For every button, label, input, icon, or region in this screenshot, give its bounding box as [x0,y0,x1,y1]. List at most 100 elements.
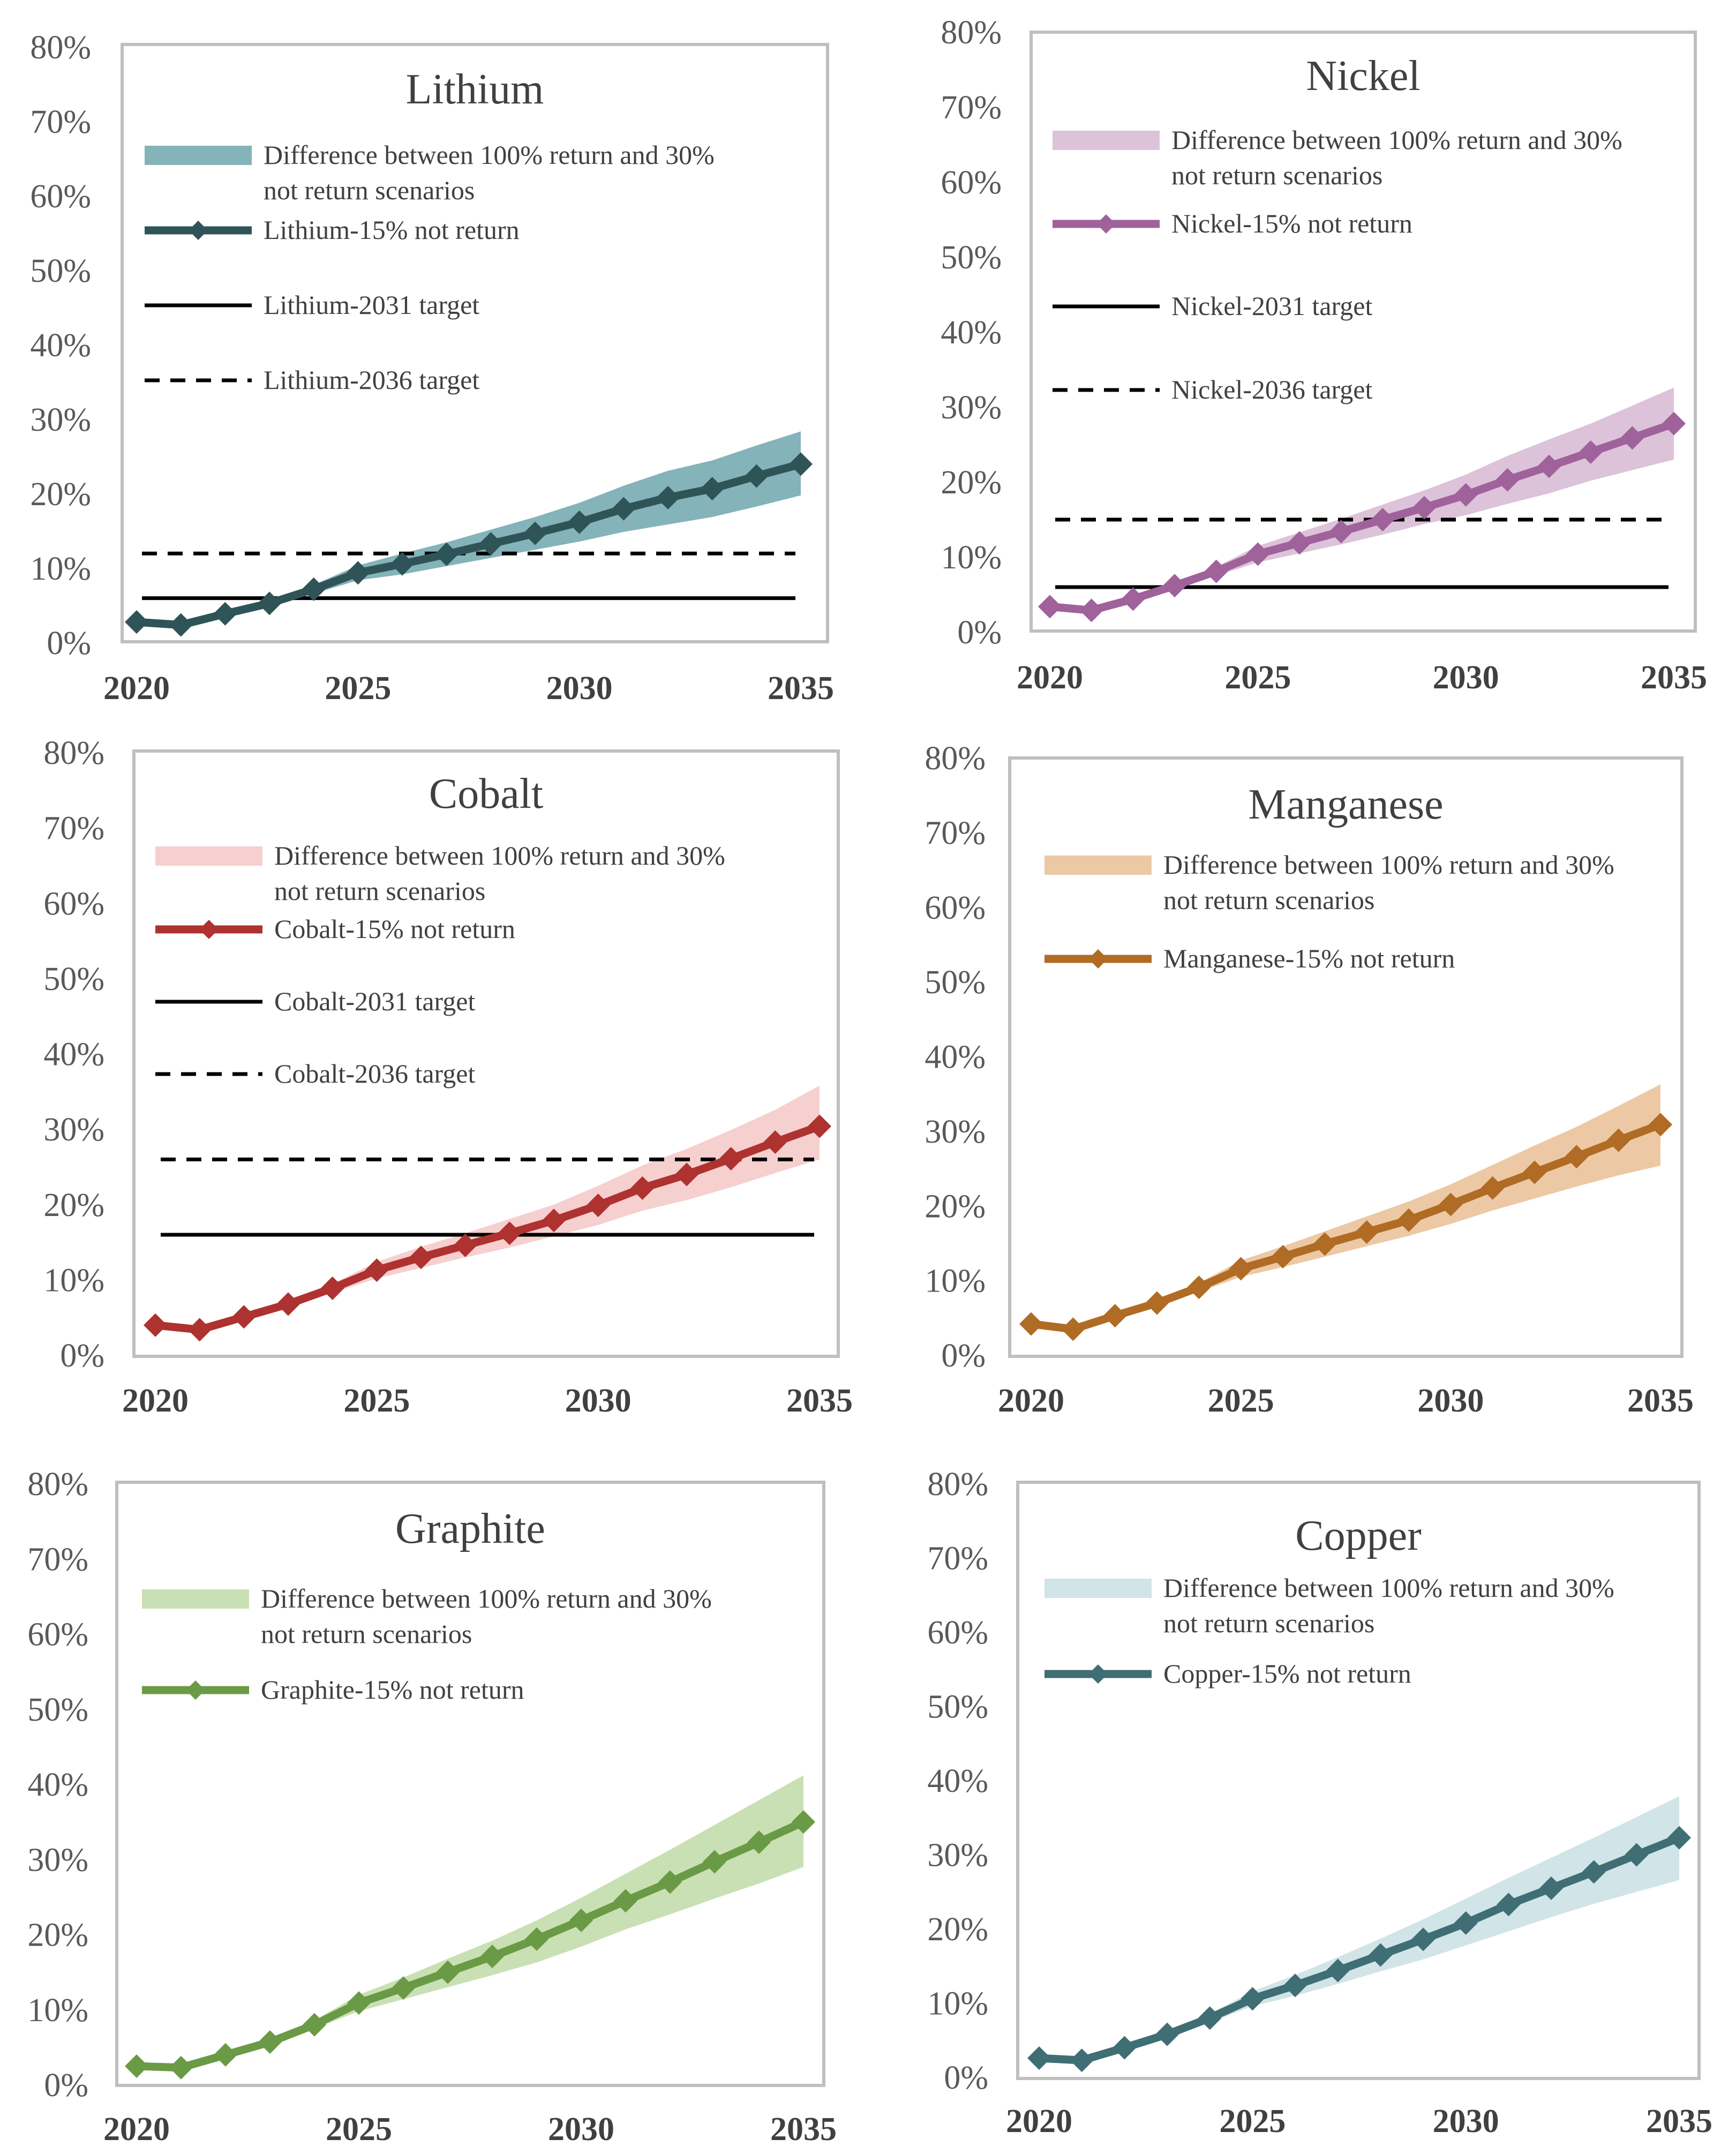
series-line [136,460,802,629]
legend-label: not return scenarios [274,876,485,906]
y-tick-label: 80% [941,14,1002,51]
band-area [1039,1796,1679,2061]
legend-label: Cobalt-2036 target [274,1059,475,1089]
y-tick-label: 70% [941,89,1002,126]
data-point-marker [525,1927,548,1951]
data-point-marker [1495,468,1520,492]
legend-label: Cobalt-15% not return [274,914,515,944]
chart-manganese: 0% 10% 20% 30% 40% 50% 60% 70% 80% 2020 2025 2030 20… [925,740,1694,1419]
data-point-marker [125,610,148,634]
y-tick-label: 50% [43,961,104,997]
y-tick-label: 10% [925,1263,986,1300]
chart-copper: 0% 10% 20% 30% 40% 50% 60% 70% 80% 2020 2025 2030 20… [927,1466,1712,2140]
y-tick-label: 60% [941,164,1002,201]
data-point-marker [1246,542,1270,566]
y-tick-label: 0% [941,1338,986,1374]
data-point-marker [1539,1876,1563,1900]
y-tick-label: 20% [30,476,91,513]
legend-item-lithium-15-not-return: Lithium-15% not return [145,215,520,245]
data-point-marker [453,1233,477,1257]
data-point-marker [703,1850,726,1874]
x-tick-label: 2030 [548,2111,614,2148]
data-point-marker [792,1810,815,1834]
data-point-marker [1019,1312,1043,1336]
y-tick-label: 10% [30,551,91,587]
legend-label: Difference between 100% return and 30% [1171,125,1622,155]
y-tick-label: 20% [27,1917,88,1954]
data-point-marker [1625,1843,1649,1867]
y-tick-label: 60% [43,885,104,922]
legend-label: Difference between 100% return and 30% [261,1583,712,1613]
data-point-marker [1355,1220,1379,1244]
data-point-marker [303,2013,326,2037]
y-tick-label: 10% [927,1986,988,2022]
data-point-marker [700,477,724,501]
x-tick-label: 2035 [1646,2103,1712,2140]
series-line [1031,1121,1662,1333]
data-point-marker [1411,1927,1435,1952]
x-tick-label: 2020 [998,1383,1064,1419]
data-point-marker [1579,440,1603,464]
chart-graphite: 0% 10% 20% 30% 40% 50% 60% 70% 80% 2020 2025 2030 20… [27,1466,837,2148]
data-point-marker [614,1889,637,1913]
data-point-marker [1454,483,1478,507]
data-point-marker [1027,2046,1051,2070]
y-tick-label: 0% [44,2067,88,2104]
legend-label: Difference between 100% return and 30% [1163,1573,1614,1603]
data-point-marker [1145,1291,1169,1315]
data-point-marker [1155,2022,1179,2046]
data-point-marker [258,591,281,616]
chart-cobalt: 0% 10% 20% 30% 40% 50% 60% 70% 80% 2020 2025 2030 20… [43,735,853,1419]
legend-marker [1088,1664,1108,1684]
data-point-marker [1369,1943,1393,1967]
legend-label: not return scenarios [1171,160,1382,190]
y-tick-label: 30% [30,402,91,438]
x-tick-label: 2025 [1219,2103,1286,2140]
x-tick-label: 2030 [1417,1383,1484,1419]
data-point-marker [719,1146,743,1170]
y-tick-label: 30% [927,1837,988,1874]
legend-item-copper-15-not-return: Copper-15% not return [1044,1658,1411,1688]
data-point-marker [1662,411,1686,436]
legend-label: Lithium-2031 target [264,290,479,320]
y-tick-label: 40% [27,1767,88,1803]
data-point-marker [302,577,326,601]
y-tick-label: 30% [925,1114,986,1150]
y-tick-label: 60% [925,890,986,926]
chart-title: Graphite [395,1505,545,1552]
legend-item-band: Difference between 100% return and 30% no… [1044,850,1614,915]
data-point-marker [434,542,459,566]
y-tick-label: 50% [27,1692,88,1728]
y-tick-label: 80% [925,740,986,777]
data-point-marker [1204,559,1228,583]
data-point-marker [1606,1128,1630,1152]
legend-label: not return scenarios [1163,885,1374,915]
y-tick-label: 50% [927,1689,988,1725]
y-tick-label: 20% [925,1188,986,1225]
data-point-marker [523,521,547,545]
plot-area-border [1008,756,1684,1358]
plot-area-border [1029,31,1697,633]
data-point-marker [187,1318,212,1342]
legend-label: Copper-15% not return [1163,1658,1411,1688]
y-tick-label: 30% [941,389,1002,426]
data-point-marker [346,561,370,585]
legend-item-band: Difference between 100% return and 30% no… [145,140,715,205]
legend-item-cobalt-15-not-return: Cobalt-15% not return [155,914,515,944]
data-point-marker [1371,508,1395,531]
data-point-marker [436,1960,460,1984]
data-point-marker [498,1221,522,1245]
legend-item-lithium-2031-target: Lithium-2031 target [145,290,479,320]
band-area [1050,387,1674,611]
y-tick-label: 0% [957,614,1002,651]
data-point-marker [1481,1176,1505,1200]
data-point-marker [365,1258,389,1282]
x-tick-label: 2035 [768,670,834,707]
data-point-marker [1397,1208,1421,1232]
legend-label: Difference between 100% return and 30% [274,840,725,870]
data-point-marker [586,1194,610,1218]
y-tick-label: 80% [27,1466,88,1503]
x-tick-label: 2035 [1627,1383,1694,1419]
y-tick-label: 80% [43,735,104,771]
legend-item-band: Difference between 100% return and 30% no… [142,1583,712,1649]
